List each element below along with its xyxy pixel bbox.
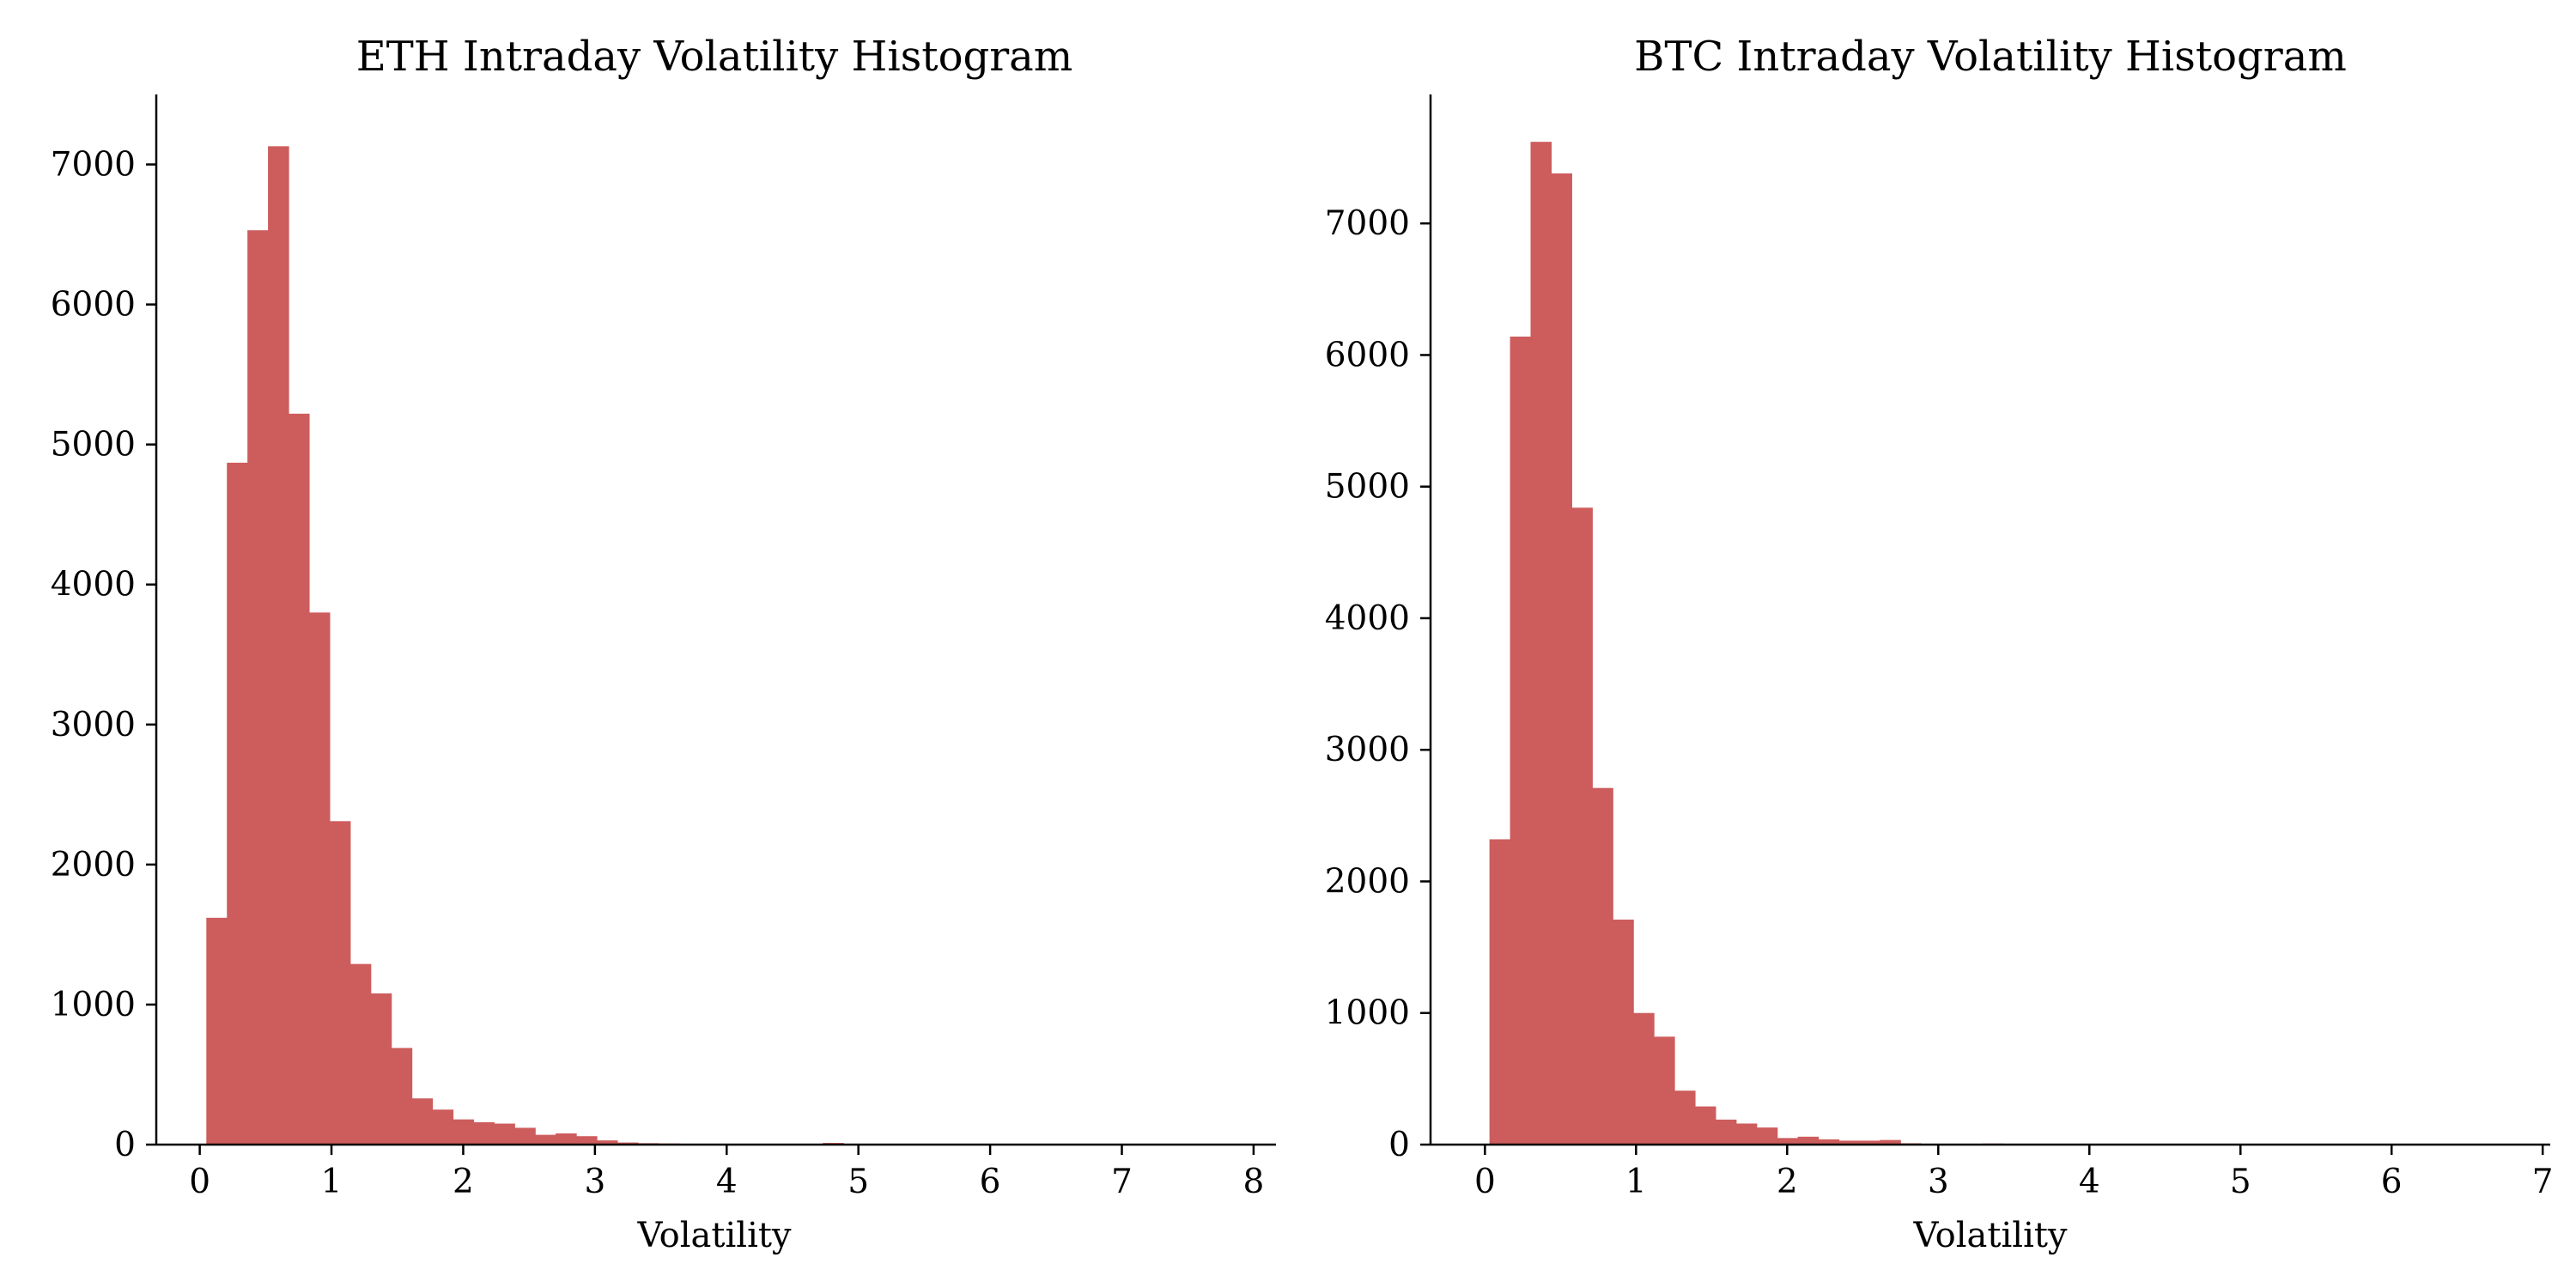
btc-bar: [1674, 1091, 1696, 1145]
btc-y-tick-label: 3000: [1325, 731, 1410, 769]
btc-x-tick-label: 3: [1928, 1163, 1949, 1201]
eth-bar: [556, 1133, 577, 1145]
eth-bar: [432, 1109, 454, 1145]
eth-bar: [308, 612, 331, 1145]
btc-histogram-panel: BTC Intraday Volatility Histogram 0 1 2 3 4 5…: [1325, 33, 2554, 1255]
eth-bar: [473, 1121, 495, 1145]
eth-bar: [247, 230, 269, 1145]
eth-x-tick-label: 0: [189, 1163, 210, 1201]
eth-x-tick-label: 6: [980, 1163, 1001, 1201]
btc-bar: [1777, 1138, 1799, 1145]
eth-y-tick-label: 4000: [51, 566, 136, 605]
eth-bar: [289, 413, 310, 1145]
btc-bar: [1838, 1140, 1861, 1145]
btc-y-tick-label: 1000: [1325, 994, 1410, 1033]
eth-x-tick-label: 1: [321, 1163, 343, 1201]
btc-bar: [1818, 1139, 1840, 1145]
eth-y-tick-label: 7000: [51, 146, 136, 185]
btc-y-tick-label: 7000: [1325, 204, 1410, 243]
eth-axes: 0 1 2 3 4 5 6 7 8 0 1000 2000 3000 4000 5000 6000 7000: [51, 94, 1276, 1201]
eth-bar: [576, 1136, 598, 1145]
btc-x-tick-label: 5: [2230, 1163, 2251, 1201]
eth-bar: [391, 1048, 413, 1145]
btc-bar: [1797, 1136, 1820, 1145]
btc-bars: [1489, 142, 2518, 1145]
eth-bar: [494, 1123, 515, 1145]
eth-bar: [370, 993, 392, 1145]
btc-y-tick-label: 6000: [1325, 336, 1410, 374]
eth-bar: [453, 1119, 475, 1145]
btc-y-tick-label: 2000: [1325, 862, 1410, 901]
btc-bar: [1859, 1140, 1880, 1145]
btc-x-tick-label: 0: [1474, 1163, 1496, 1201]
btc-x-tick-label: 2: [1777, 1163, 1798, 1201]
btc-x-tick-label: 7: [2532, 1163, 2554, 1201]
eth-y-tick-label: 2000: [51, 846, 136, 884]
eth-y-tick-label: 5000: [51, 426, 136, 465]
btc-bar: [1735, 1123, 1758, 1145]
eth-y-tick-label: 6000: [51, 286, 136, 325]
btc-y-tick-label: 5000: [1325, 468, 1410, 507]
eth-bar: [597, 1140, 618, 1145]
eth-bar: [206, 917, 228, 1145]
btc-x-tick-label: 6: [2381, 1163, 2403, 1201]
btc-axes: 0 1 2 3 4 5 6 7 0 1000 2000 3000 4000 5000 6000 7000: [1325, 94, 2554, 1201]
eth-x-tick-label: 8: [1243, 1163, 1265, 1201]
eth-bar: [349, 963, 372, 1145]
eth-bar: [411, 1098, 434, 1145]
btc-bar: [1489, 839, 1511, 1145]
btc-x-tick-label: 4: [2079, 1163, 2100, 1201]
btc-bar: [1633, 1012, 1655, 1145]
eth-x-axis-label: Volatility: [636, 1216, 791, 1255]
btc-bar: [1654, 1036, 1675, 1145]
btc-bar: [1613, 919, 1634, 1145]
btc-bar: [1551, 173, 1572, 1145]
eth-y-tick-label: 1000: [51, 986, 136, 1024]
btc-bar: [1510, 336, 1532, 1145]
eth-bar: [329, 821, 351, 1145]
btc-x-tick-label: 1: [1625, 1163, 1647, 1201]
eth-histogram-panel: ETH Intraday Volatility Histogram 0 1 2 3 4 5…: [51, 33, 1276, 1255]
eth-y-tick-label: 0: [114, 1126, 136, 1164]
btc-bar: [1756, 1127, 1778, 1145]
eth-x-tick-label: 3: [584, 1163, 605, 1201]
btc-bar: [1592, 787, 1613, 1145]
eth-x-tick-label: 5: [848, 1163, 869, 1201]
eth-bar: [227, 462, 248, 1145]
eth-chart-title: ETH Intraday Volatility Histogram: [356, 33, 1073, 81]
eth-bar: [535, 1134, 556, 1145]
btc-bar: [1571, 507, 1593, 1145]
btc-bar: [1694, 1106, 1716, 1145]
eth-x-tick-label: 7: [1111, 1163, 1133, 1201]
btc-y-tick-label: 0: [1388, 1126, 1410, 1164]
btc-y-tick-label: 4000: [1325, 599, 1410, 638]
eth-bar: [514, 1127, 536, 1145]
btc-bar: [1530, 142, 1552, 1145]
btc-x-axis-label: Volatility: [1912, 1216, 2067, 1255]
eth-bar: [268, 146, 289, 1145]
btc-bar: [1715, 1119, 1737, 1145]
btc-bar: [1880, 1139, 1901, 1145]
eth-x-tick-label: 4: [716, 1163, 738, 1201]
eth-y-tick-label: 3000: [51, 706, 136, 744]
btc-chart-title: BTC Intraday Volatility Histogram: [1634, 33, 2347, 81]
eth-x-tick-label: 2: [453, 1163, 474, 1201]
eth-bars: [206, 146, 1235, 1145]
